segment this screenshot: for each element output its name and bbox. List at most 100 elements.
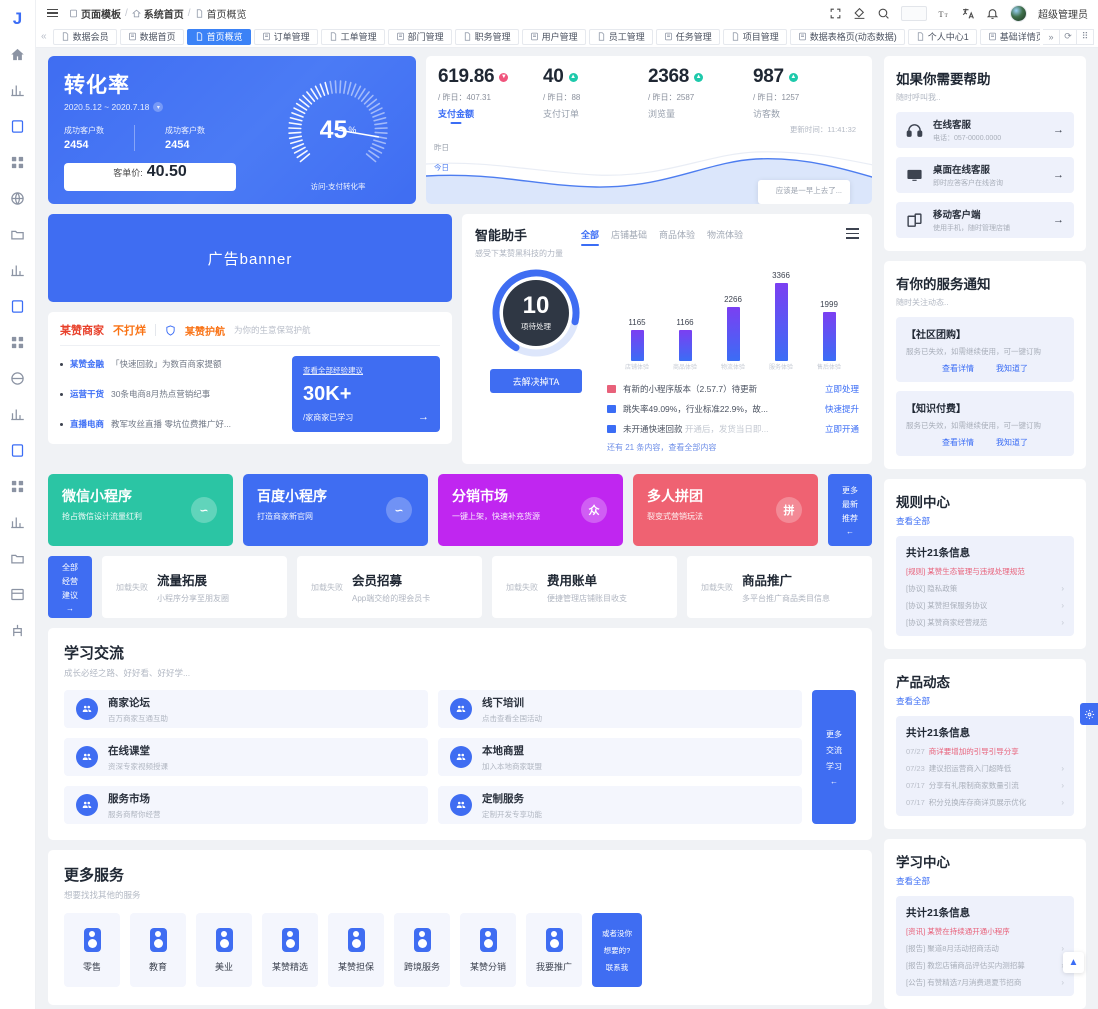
menu-toggle-icon[interactable] xyxy=(44,6,61,21)
promo-item-2[interactable]: 直播电商 教军攻丝直播 零坑位费推广好... xyxy=(60,418,282,430)
service-contact-button[interactable]: 或者没你 想要的? 联系我 xyxy=(592,913,642,987)
rail-item-org[interactable] xyxy=(0,612,35,648)
alert-action[interactable]: 立即处理 xyxy=(824,384,859,394)
back-to-top-button[interactable]: ▲ xyxy=(1063,952,1084,973)
tab-scroll-right-icon[interactable]: » xyxy=(1043,28,1060,45)
search-icon[interactable] xyxy=(877,7,890,20)
user-name[interactable]: 超级管理员 xyxy=(1038,9,1088,21)
promo-cta[interactable]: 查看全部经验建议 30K+ /家商家已学习 → xyxy=(292,356,440,432)
tab-9[interactable]: 任务管理 xyxy=(655,28,720,45)
rail-item-layout[interactable] xyxy=(0,468,35,504)
feature-card-2[interactable]: 分销市场 一键上架，快速补充货源 众 xyxy=(438,474,623,546)
tab-13[interactable]: 基础详情页 xyxy=(979,28,1040,45)
tab-scroll-left-icon[interactable]: « xyxy=(41,31,47,42)
conversion-date-range[interactable]: 2020.5.12 ~ 2020.7.18 ▾ xyxy=(64,102,400,112)
rail-item-dashboard[interactable] xyxy=(0,72,35,108)
product-news-item-2[interactable]: 07/17 分享有礼限制商家数量引流 › xyxy=(906,780,1064,791)
tab-10[interactable]: 项目管理 xyxy=(722,28,787,45)
rail-item-home[interactable] xyxy=(0,36,35,72)
search-input[interactable] xyxy=(901,5,927,21)
feature-card-1[interactable]: 百度小程序 打造商家新官网 ∽ xyxy=(243,474,428,546)
study-card-5[interactable]: 定制服务 定制开发专享功能 xyxy=(438,786,802,824)
feature-card-0[interactable]: 微信小程序 抢占微信设计流量红利 ∽ xyxy=(48,474,233,546)
rail-item-folder[interactable] xyxy=(0,216,35,252)
stat-item-0[interactable]: 619.86 ▼ / 昨日：407.31 支付金额 xyxy=(438,66,543,122)
rail-item-doc[interactable] xyxy=(0,432,35,468)
service-item-0[interactable]: 零售 xyxy=(64,913,120,987)
tab-6[interactable]: 职务管理 xyxy=(454,28,519,45)
bell-icon[interactable] xyxy=(986,7,999,20)
learning-item-2[interactable]: [报告] 教您店铺商品评估买内测招募 › xyxy=(906,960,1064,971)
tab-3[interactable]: 订单管理 xyxy=(253,28,318,45)
small-card-0[interactable]: 加载失败 流量拓展 小程序分享至朋友圈 xyxy=(102,556,287,618)
service-item-1[interactable]: 教育 xyxy=(130,913,186,987)
rules-item-3[interactable]: [协议] 某赞商家经营规范 › xyxy=(906,617,1064,628)
notice-detail-link[interactable]: 查看详情 xyxy=(942,364,974,373)
service-item-4[interactable]: 某赞担保 xyxy=(328,913,384,987)
help-row-1[interactable]: 桌面在线客服 即时应答客户在线咨询 → xyxy=(896,157,1074,193)
bar-column-2[interactable]: 2266 xyxy=(709,265,757,361)
alert-action[interactable]: 快速提升 xyxy=(824,404,859,414)
assistant-tab-0[interactable]: 全部 xyxy=(581,228,600,246)
rail-item-tree[interactable] xyxy=(0,540,35,576)
small-nav-button[interactable]: 全部 经营 建议 → xyxy=(48,556,92,618)
help-row-2[interactable]: 移动客户端 使用手机，随时管理店铺 → xyxy=(896,202,1074,238)
small-card-1[interactable]: 加载失败 会员招募 App端交给的理会员卡 xyxy=(297,556,482,618)
service-item-5[interactable]: 跨境服务 xyxy=(394,913,450,987)
rail-item-network[interactable] xyxy=(0,180,35,216)
rail-item-pages[interactable] xyxy=(0,108,35,144)
rail-item-apps[interactable] xyxy=(0,144,35,180)
rules-item-2[interactable]: [协议] 某赞担保服务协议 › xyxy=(906,600,1064,611)
rail-item-grid[interactable] xyxy=(0,324,35,360)
study-more-button[interactable]: 更多 交流 学习 ← xyxy=(812,690,856,824)
product-news-view-all[interactable]: 查看全部 xyxy=(896,696,931,706)
rules-view-all[interactable]: 查看全部 xyxy=(896,516,931,526)
tab-12[interactable]: 个人中心1 xyxy=(907,28,977,45)
product-news-item-3[interactable]: 07/17 积分兑换库存商详页展示优化 › xyxy=(906,797,1064,808)
rail-item-table[interactable] xyxy=(0,576,35,612)
fullscreen-icon[interactable] xyxy=(829,7,842,20)
breadcrumb-item-2[interactable]: 首页概览 xyxy=(195,6,247,21)
breadcrumb-item-1[interactable]: 系统首页 xyxy=(131,6,184,21)
service-item-6[interactable]: 某赞分销 xyxy=(460,913,516,987)
assistant-menu-icon[interactable] xyxy=(846,225,859,239)
learning-item-3[interactable]: [公告] 有赞精选7月消费退夏节招商 › xyxy=(906,977,1064,988)
tab-4[interactable]: 工单管理 xyxy=(320,28,385,45)
service-item-3[interactable]: 某赞精选 xyxy=(262,913,318,987)
small-card-2[interactable]: 加载失败 费用账单 便捷管理店铺账目收支 xyxy=(492,556,677,618)
solve-button[interactable]: 去解决掉TA xyxy=(490,369,582,393)
study-card-2[interactable]: 在线课堂 资深专家视频授课 xyxy=(64,738,428,776)
notice-dismiss-link[interactable]: 我知道了 xyxy=(996,364,1028,373)
breadcrumb-item-0[interactable]: 页面模板 xyxy=(69,6,121,21)
assistant-tab-2[interactable]: 商品体验 xyxy=(659,230,696,240)
ad-banner[interactable]: 广告banner xyxy=(48,214,452,302)
learning-item-0[interactable]: [资讯] 某赞在持续通开通小程序› xyxy=(906,926,1064,937)
study-card-3[interactable]: 本地商盟 加入本地商家联盟 xyxy=(438,738,802,776)
bar-column-3[interactable]: 3366 xyxy=(757,265,805,361)
small-card-3[interactable]: 加载失败 商品推广 多平台推广商品类目信息 xyxy=(687,556,872,618)
assistant-tab-3[interactable]: 物流体验 xyxy=(707,230,744,240)
learning-view-all[interactable]: 查看全部 xyxy=(896,876,931,886)
promo-item-0[interactable]: 某赞金融 「快速回款」为数百商家提额 xyxy=(60,358,282,370)
chevron-down-icon[interactable]: ▾ xyxy=(153,102,164,112)
bar-column-1[interactable]: 1166 xyxy=(661,265,709,361)
tab-5[interactable]: 部门管理 xyxy=(387,28,452,45)
tab-7[interactable]: 用户管理 xyxy=(521,28,586,45)
avatar[interactable] xyxy=(1010,4,1027,22)
assistant-tab-1[interactable]: 店铺基础 xyxy=(611,230,648,240)
feature-card-3[interactable]: 多人拼团 裂变式营销玩法 拼 xyxy=(633,474,818,546)
tab-1[interactable]: 数据首页 xyxy=(119,28,184,45)
study-card-4[interactable]: 服务市场 服务商帮你经营 xyxy=(64,786,428,824)
help-row-0[interactable]: 在线客服 电话：057-0000.0000 → xyxy=(896,112,1074,148)
rail-item-form[interactable] xyxy=(0,288,35,324)
tab-0[interactable]: 数据会员 xyxy=(52,28,117,45)
service-item-2[interactable]: 美业 xyxy=(196,913,252,987)
promo-item-1[interactable]: 运营干货 30条电商8月热点营销纪事 xyxy=(60,388,282,400)
rail-item-bars[interactable] xyxy=(0,396,35,432)
notice-detail-link[interactable]: 查看详情 xyxy=(942,438,974,447)
assistant-more-link[interactable]: 还有 21 条内容，查看全部内容 xyxy=(607,443,717,452)
product-news-item-1[interactable]: 07/23 建议招运营商入门超降低 › xyxy=(906,763,1064,774)
feature-more-button[interactable]: 更多 最新 推荐 ← xyxy=(828,474,872,546)
tab-8[interactable]: 员工管理 xyxy=(588,28,653,45)
